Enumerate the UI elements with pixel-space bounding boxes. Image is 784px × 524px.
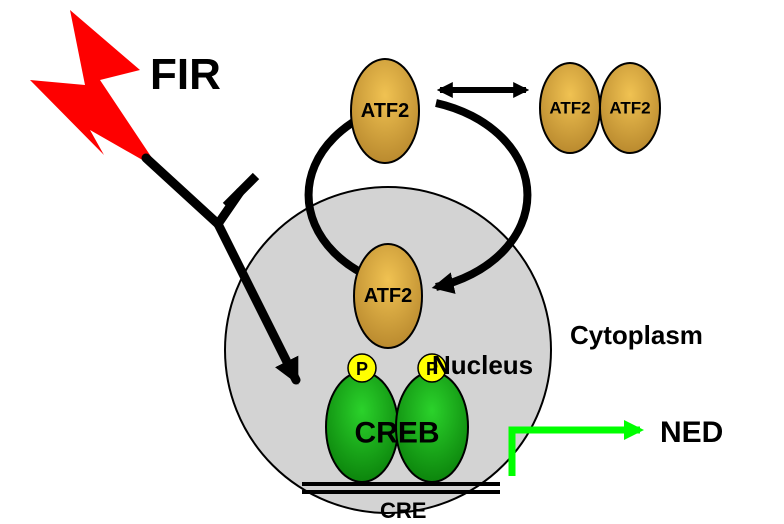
atf2-nucleus-text: ATF2 <box>364 285 413 307</box>
fir-label: FIR <box>150 50 221 100</box>
fir-bolt-icon <box>30 10 160 170</box>
phospho-left-text: P <box>356 359 368 379</box>
ned-arrow <box>512 430 640 476</box>
fir-stem <box>146 158 218 224</box>
atf2-cyto-text: ATF2 <box>361 100 410 122</box>
creb-text: CREB <box>354 417 439 450</box>
cre-label: CRE <box>380 498 426 524</box>
ned-label: NED <box>660 416 723 450</box>
nucleus-label: Nucleus <box>432 350 533 381</box>
cytoplasm-label: Cytoplasm <box>570 320 703 351</box>
atf2-dimer-right-text: ATF2 <box>609 99 650 118</box>
fir-tbar <box>226 176 256 206</box>
atf2-dimer-left-text: ATF2 <box>549 99 590 118</box>
